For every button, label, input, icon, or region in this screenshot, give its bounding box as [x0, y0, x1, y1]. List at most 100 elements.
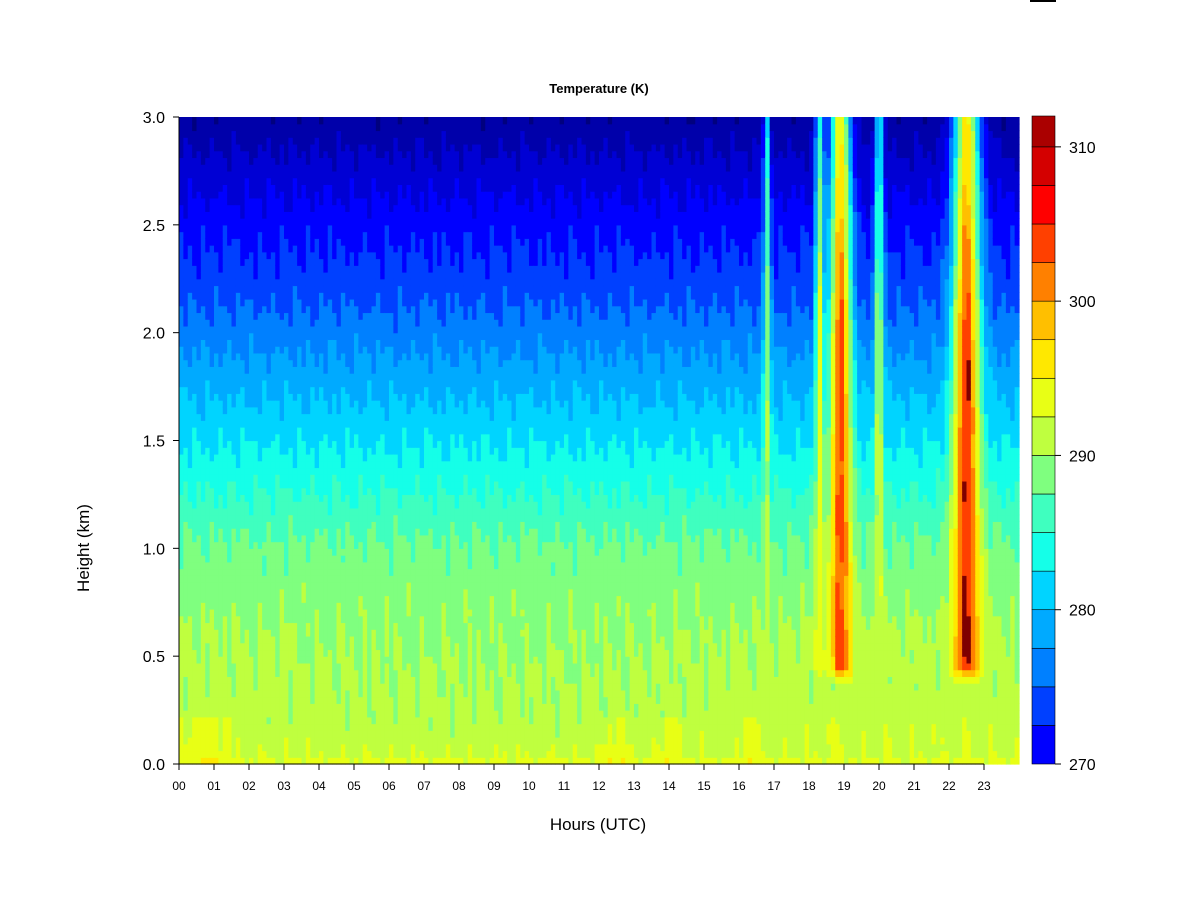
heatmap-cell [183, 177, 189, 185]
heatmap-cell [183, 595, 189, 603]
heatmap-cell [227, 258, 233, 266]
heatmap-cell [214, 298, 219, 307]
heatmap-cell [371, 575, 377, 583]
heatmap-cell [354, 629, 359, 637]
heatmap-cell [375, 737, 381, 745]
heatmap-cell [305, 440, 311, 448]
heatmap-cell [393, 622, 399, 630]
heatmap-cell [231, 595, 237, 603]
heatmap-cell [349, 346, 355, 354]
heatmap-cell [345, 528, 351, 536]
heatmap-cell [327, 164, 333, 172]
heatmap-cell [266, 703, 272, 711]
heatmap-cell [340, 298, 346, 307]
heatmap-cell [179, 669, 184, 677]
heatmap-cell [314, 440, 320, 448]
heatmap-cell [340, 265, 346, 273]
heatmap-cell [310, 352, 316, 361]
heatmap-cell [187, 285, 193, 293]
heatmap-cell [375, 265, 381, 273]
heatmap-cell [249, 164, 254, 172]
heatmap-cell [187, 413, 193, 421]
heatmap-cell [375, 561, 381, 570]
heatmap-cell [262, 453, 268, 462]
heatmap-cell [266, 117, 272, 125]
heatmap-cell [397, 447, 403, 455]
heatmap-cell [209, 325, 215, 334]
heatmap-cell [349, 218, 355, 226]
heatmap-cell [314, 649, 320, 657]
heatmap-cell [319, 272, 324, 280]
heatmap-cell [397, 480, 403, 489]
heatmap-cell [327, 629, 333, 637]
heatmap-cell [183, 480, 189, 489]
heatmap-cell [279, 143, 285, 152]
heatmap-cell [279, 352, 285, 361]
heatmap-cell [196, 750, 202, 758]
heatmap-cell [288, 379, 294, 388]
heatmap-cell [205, 298, 211, 307]
heatmap-cell [200, 265, 206, 273]
heatmap-cell [183, 433, 189, 442]
heatmap-cell [389, 272, 394, 280]
heatmap-cell [183, 366, 189, 374]
heatmap-cell [214, 757, 219, 765]
heatmap-cell [314, 615, 320, 624]
heatmap-cell [336, 359, 342, 367]
heatmap-cell [358, 669, 364, 677]
heatmap-cell [266, 622, 272, 630]
heatmap-cell [270, 514, 276, 522]
heatmap-cell [301, 676, 307, 684]
heatmap-cell [222, 528, 228, 536]
heatmap-cell [314, 453, 320, 462]
heatmap-cell [332, 757, 338, 765]
heatmap-cell [393, 325, 399, 334]
heatmap-cell [209, 750, 215, 758]
heatmap-cell [200, 629, 206, 637]
heatmap-cell [389, 501, 394, 509]
heatmap-cell [187, 137, 193, 145]
heatmap-cell [367, 615, 373, 624]
heatmap-cell [323, 312, 329, 320]
heatmap-cell [192, 662, 198, 671]
heatmap-cell [380, 683, 386, 691]
heatmap-cell [192, 642, 198, 651]
heatmap-cell [314, 305, 320, 314]
heatmap-cell [218, 191, 224, 199]
heatmap-cell [227, 265, 233, 273]
heatmap-cell [288, 373, 294, 381]
heatmap-cell [279, 656, 285, 664]
heatmap-cell [375, 622, 381, 630]
heatmap-cell [397, 373, 403, 381]
heatmap-cell [375, 467, 381, 475]
heatmap-cell [196, 622, 202, 630]
heatmap-cell [288, 534, 294, 543]
heatmap-cell [327, 123, 333, 132]
heatmap-cell [249, 137, 254, 145]
heatmap-cell [301, 157, 307, 165]
heatmap-cell [284, 642, 289, 651]
heatmap-cell [384, 123, 390, 132]
heatmap-cell [209, 548, 215, 556]
heatmap-cell [305, 487, 311, 496]
heatmap-cell [397, 386, 403, 394]
heatmap-cell [187, 379, 193, 388]
heatmap-cell [375, 258, 381, 266]
heatmap-cell [270, 352, 276, 361]
heatmap-cell [305, 285, 311, 293]
heatmap-cell [314, 534, 320, 543]
heatmap-cell [332, 143, 338, 152]
heatmap-cell [380, 272, 386, 280]
heatmap-cell [284, 218, 289, 226]
heatmap-cell [380, 440, 386, 448]
heatmap-cell [244, 683, 250, 691]
heatmap-cell [336, 588, 342, 597]
heatmap-cell [231, 373, 237, 381]
heatmap-cell [218, 218, 224, 226]
heatmap-cell [345, 137, 351, 145]
heatmap-cell [345, 204, 351, 212]
heatmap-cell [297, 615, 303, 624]
heatmap-cell [266, 730, 272, 738]
heatmap-cell [393, 514, 399, 522]
heatmap-cell [240, 224, 246, 233]
